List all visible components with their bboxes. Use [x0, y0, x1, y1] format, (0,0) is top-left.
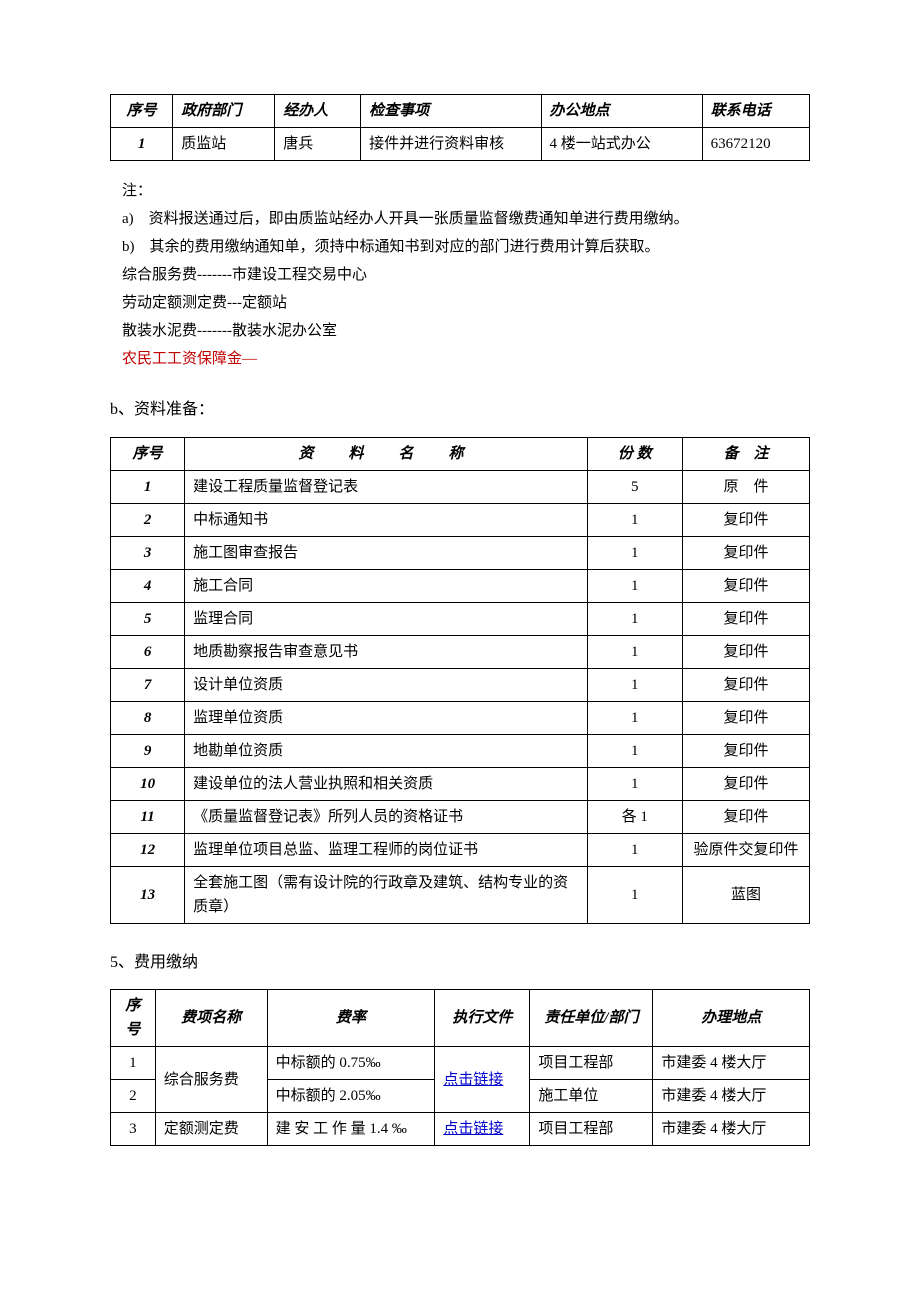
note-line: 劳动定额测定费---定额站	[122, 291, 810, 315]
table-row: 9地勘单位资质1复印件	[111, 734, 810, 767]
td: 接件并进行资料审核	[361, 128, 541, 161]
table-row: 3 定额测定费 建 安 工 作 量 1.4 ‰ 点击链接 项目工程部 市建委 4…	[111, 1113, 810, 1146]
table-row: 5监理合同1复印件	[111, 602, 810, 635]
note-line: 散装水泥费-------散装水泥办公室	[122, 319, 810, 343]
td: 3	[111, 1113, 156, 1146]
td: 市建委 4 楼大厅	[653, 1047, 810, 1080]
td: 中标额的 0.75‰	[267, 1047, 435, 1080]
td: 唐兵	[275, 128, 361, 161]
td: 1	[111, 128, 173, 161]
table-row: 1 质监站 唐兵 接件并进行资料审核 4 楼一站式办公 63672120	[111, 128, 810, 161]
td: 4 楼一站式办公	[541, 128, 702, 161]
td: 施工单位	[530, 1080, 653, 1113]
td-link: 点击链接	[435, 1113, 530, 1146]
th: 费率	[267, 990, 435, 1047]
th: 联系电话	[702, 95, 809, 128]
table-header-row: 序号 资 料 名 称 份 数 备 注	[111, 437, 810, 470]
note-line: 综合服务费-------市建设工程交易中心	[122, 263, 810, 287]
td: 2	[111, 1080, 156, 1113]
section-5-heading: 5、费用缴纳	[110, 950, 810, 976]
table-fees: 序号 费项名称 费率 执行文件 责任单位/部门 办理地点 1 综合服务费 中标额…	[110, 989, 810, 1146]
note-b: b) 其余的费用缴纳通知单，须持中标通知书到对应的部门进行费用计算后获取。	[122, 235, 810, 259]
td: 建 安 工 作 量 1.4 ‰	[267, 1113, 435, 1146]
notes-lead: 注：	[122, 179, 810, 203]
table-row: 12监理单位项目总监、监理工程师的岗位证书1验原件交复印件	[111, 833, 810, 866]
td: 市建委 4 楼大厅	[653, 1080, 810, 1113]
td-link: 点击链接	[435, 1047, 530, 1113]
td: 项目工程部	[530, 1113, 653, 1146]
table-header-row: 序号 费项名称 费率 执行文件 责任单位/部门 办理地点	[111, 990, 810, 1047]
td: 1	[111, 1047, 156, 1080]
td: 质监站	[173, 128, 275, 161]
table-row: 10建设单位的法人营业执照和相关资质1复印件	[111, 767, 810, 800]
th: 份 数	[587, 437, 682, 470]
table-row: 4施工合同1复印件	[111, 569, 810, 602]
table-row: 1 综合服务费 中标额的 0.75‰ 点击链接 项目工程部 市建委 4 楼大厅	[111, 1047, 810, 1080]
note-a: a) 资料报送通过后，即由质监站经办人开具一张质量监督缴费通知单进行费用缴纳。	[122, 207, 810, 231]
td: 市建委 4 楼大厅	[653, 1113, 810, 1146]
th: 资 料 名 称	[185, 437, 587, 470]
th: 责任单位/部门	[530, 990, 653, 1047]
table-row: 7设计单位资质1复印件	[111, 668, 810, 701]
th: 序号	[111, 437, 185, 470]
td: 项目工程部	[530, 1047, 653, 1080]
table-materials: 序号 资 料 名 称 份 数 备 注 1建设工程质量监督登记表5原 件 2中标通…	[110, 437, 810, 924]
td: 63672120	[702, 128, 809, 161]
table-header-row: 序号 政府部门 经办人 检查事项 办公地点 联系电话	[111, 95, 810, 128]
doc-link[interactable]: 点击链接	[443, 1072, 503, 1088]
table-row: 13全套施工图（需有设计院的行政章及建筑、结构专业的资质章）1蓝图	[111, 866, 810, 923]
th: 办公地点	[541, 95, 702, 128]
th: 执行文件	[435, 990, 530, 1047]
th: 办理地点	[653, 990, 810, 1047]
th: 费项名称	[155, 990, 267, 1047]
table-row: 3施工图审查报告1复印件	[111, 536, 810, 569]
td: 中标额的 2.05‰	[267, 1080, 435, 1113]
th: 备 注	[682, 437, 809, 470]
th: 序号	[111, 95, 173, 128]
table-row: 1建设工程质量监督登记表5原 件	[111, 470, 810, 503]
note-line-red: 农民工工资保障金—	[122, 347, 810, 371]
td-feename: 定额测定费	[155, 1113, 267, 1146]
doc-link[interactable]: 点击链接	[443, 1121, 503, 1137]
section-b-heading: b、资料准备：	[110, 397, 810, 423]
table-row: 11《质量监督登记表》所列人员的资格证书各 1复印件	[111, 800, 810, 833]
table-contacts: 序号 政府部门 经办人 检查事项 办公地点 联系电话 1 质监站 唐兵 接件并进…	[110, 94, 810, 161]
table-row: 8监理单位资质1复印件	[111, 701, 810, 734]
th: 序号	[111, 990, 156, 1047]
th: 经办人	[275, 95, 361, 128]
td-feename: 综合服务费	[155, 1047, 267, 1113]
th: 检查事项	[361, 95, 541, 128]
table-row: 6地质勘察报告审查意见书1复印件	[111, 635, 810, 668]
th: 政府部门	[173, 95, 275, 128]
table-row: 2中标通知书1复印件	[111, 503, 810, 536]
